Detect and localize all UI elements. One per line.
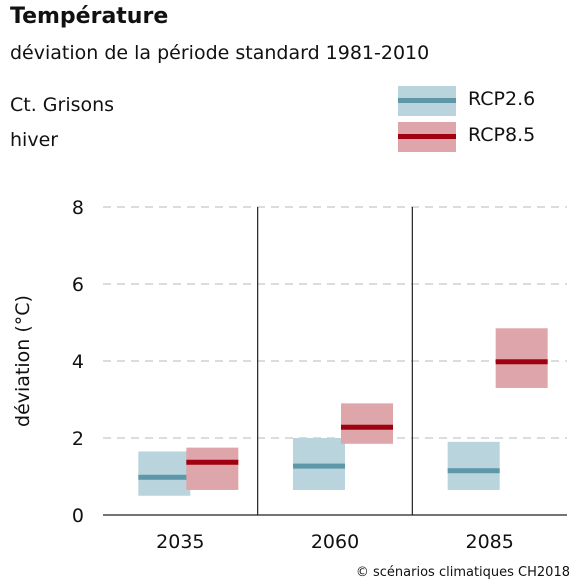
credit-text: © scénarios climatiques CH2018 <box>355 565 570 580</box>
x-tick-label-2060: 2060 <box>311 531 359 553</box>
range-box-rcp85-2035 <box>186 447 239 490</box>
median-line-rcp85-2035 <box>186 459 239 465</box>
median-line-rcp26-2060 <box>293 463 345 469</box>
y-tick-label-8: 8 <box>72 197 84 219</box>
legend-label-rcp85: RCP8.5 <box>468 124 536 146</box>
range-box-rcp26-2085 <box>447 441 500 490</box>
y-tick-label-0: 0 <box>72 505 84 527</box>
region-label: Ct. Grisons <box>10 94 115 116</box>
legend-swatch-rcp26 <box>398 86 456 116</box>
y-axis-title: déviation (°C) <box>12 295 34 427</box>
range-box-rcp85-2085 <box>495 328 548 388</box>
chart-subtitle: déviation de la période standard 1981-20… <box>10 42 430 64</box>
legend-swatch-rcp85 <box>398 122 456 152</box>
legend-label-rcp26: RCP2.6 <box>468 88 536 110</box>
chart-title: Température <box>10 4 169 29</box>
median-line-rcp26-2035 <box>138 474 191 480</box>
y-tick-label-2: 2 <box>72 428 84 450</box>
median-line-rcp85-2085 <box>495 359 548 365</box>
range-box-rcp85-2060 <box>341 403 393 444</box>
x-tick-label-2035: 2035 <box>156 531 204 553</box>
season-label: hiver <box>10 129 59 151</box>
legend-item-rcp85: RCP8.5 <box>398 122 558 158</box>
median-line-rcp85-2060 <box>341 424 393 430</box>
range-box-rcp26-2035 <box>138 451 191 496</box>
x-tick-label-2085: 2085 <box>465 531 513 553</box>
legend-item-rcp26: RCP2.6 <box>398 86 558 122</box>
y-tick-label-6: 6 <box>72 274 84 296</box>
median-line-rcp26-2085 <box>447 468 500 474</box>
y-tick-label-4: 4 <box>72 351 84 373</box>
